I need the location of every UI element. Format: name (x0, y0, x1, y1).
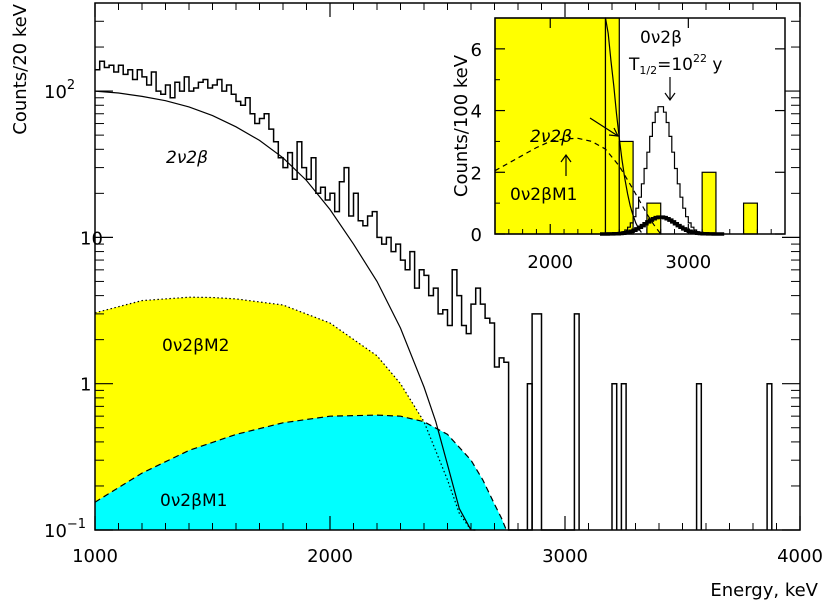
half-life-eq: =10 (657, 55, 693, 75)
histogram-spike-4 (766, 382, 773, 530)
inset-y-tick-label: 2 (471, 163, 482, 184)
y-tick-label: 10 (80, 228, 103, 249)
series-fill-0nu2b-m1 (95, 415, 507, 530)
y-tick-label: 102 (44, 78, 75, 103)
y-tick-label: 10−1 (44, 517, 86, 542)
half-life-unit: y (707, 55, 722, 75)
x-axis-label: Energy, keV (710, 580, 818, 601)
histogram-spike-2 (620, 382, 627, 530)
inset-label-half-life: T1/2=1022 y (628, 52, 722, 77)
data-histogram (95, 60, 580, 531)
label-0nu2b-m1: 0ν2βM1 (160, 491, 227, 511)
inset-bars (494, 17, 758, 235)
histogram-spikes (526, 382, 773, 530)
label-0nu2b-m2: 0ν2βM2 (162, 336, 229, 356)
inset-y-axis-label: Counts/100 keV (451, 54, 472, 197)
arrowhead-2nu (608, 127, 620, 137)
x-tick-label-4000: 4000 (777, 546, 823, 567)
inset-y-tick-label: 4 (471, 102, 482, 123)
half-life-prefix: T (628, 55, 640, 75)
inset-y-tick-label: 0 (471, 225, 482, 246)
inset-x-axis-ticks: 2000 3000 (508, 18, 772, 273)
y-axis-label: Counts/20 keV (10, 3, 31, 134)
arrow-to-2nu (589, 117, 619, 137)
x-tick-label-3000: 3000 (542, 546, 588, 567)
inset-series-0nu2b-m1 (494, 137, 662, 235)
x-axis-ticks: 1000 2000 3000 4000 (72, 3, 823, 567)
inset-bar-1 (604, 17, 620, 235)
inset-series-2nu2b (604, 17, 642, 233)
inset-plot: 2000 3000 0 2 4 6 Counts/100 keV 0ν2β T1/2=1… (451, 17, 786, 273)
inset-bar-5 (742, 202, 758, 235)
label-2nu2b: 2ν2β (166, 148, 208, 168)
arrowhead-m1 (560, 153, 572, 163)
inset-bar-4 (701, 171, 717, 235)
y-tick-label: 1 (80, 375, 91, 396)
histogram-spike-0 (526, 382, 533, 530)
arrowhead-peak (664, 92, 676, 102)
inset-y-tick-label: 6 (471, 40, 482, 61)
y-axis-ticks: 10−1 1 10 102 (44, 20, 800, 542)
inset-label-2nu2b: 2ν2β (530, 127, 572, 147)
inset-y-axis-ticks: 0 2 4 6 (471, 40, 785, 246)
series-line-0nu2b-m2 (94, 296, 476, 531)
histogram-spike-1 (611, 382, 618, 530)
x-tick-label-2000: 2000 (307, 546, 353, 567)
half-life-exp: 22 (693, 52, 707, 65)
histogram-spike-3 (695, 382, 703, 530)
inset-x-tick-label: 2000 (527, 252, 573, 273)
series-line-0nu2b-m1 (94, 414, 507, 531)
series-line-2nu2b (94, 90, 476, 531)
x-tick-label-1000: 1000 (72, 546, 118, 567)
inset-label-0nu2b-m1: 0ν2βM1 (510, 185, 577, 205)
half-life-sub: 1/2 (639, 64, 657, 77)
inset-x-tick-label: 3000 (665, 252, 711, 273)
inset-label-0nu2b: 0ν2β (640, 28, 682, 48)
inset-frame (494, 17, 786, 235)
inset-arrows (560, 77, 676, 176)
